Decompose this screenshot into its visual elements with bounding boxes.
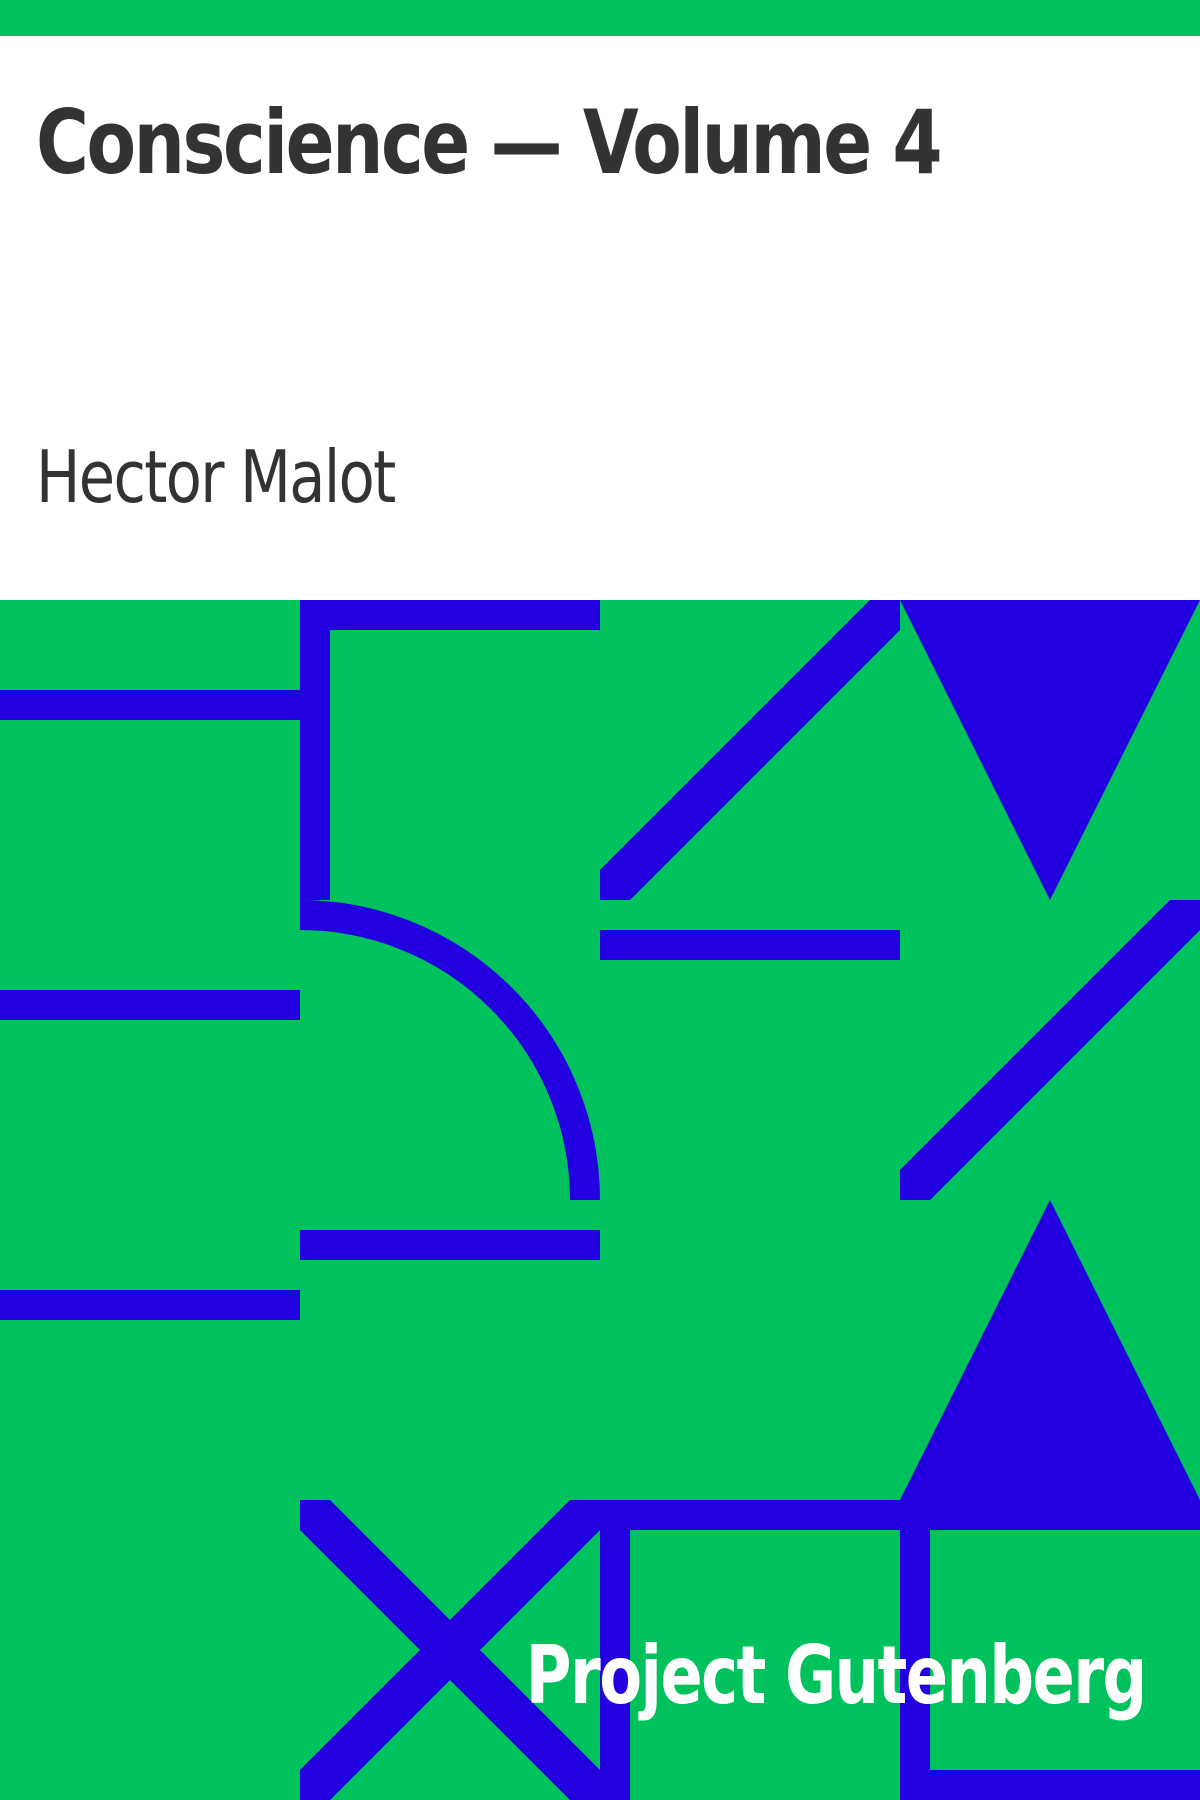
pattern-bar (300, 1230, 600, 1260)
pattern-bar (900, 1500, 930, 1800)
pattern-bar (300, 600, 330, 900)
pattern-bar (0, 990, 300, 1020)
pattern-bar (0, 690, 300, 720)
pattern-bar (900, 1500, 1200, 1530)
pattern-triangle (900, 600, 1200, 900)
pattern-bar (300, 600, 600, 630)
top-accent-bar (0, 0, 1200, 36)
publisher-name: Project Gutenberg (526, 1629, 1147, 1722)
pattern-arc (299, 900, 600, 1201)
pattern-bar (600, 930, 900, 960)
pattern-diagonal (600, 600, 900, 900)
pattern-diagonal (900, 900, 1200, 1200)
pattern-triangle (900, 1200, 1200, 1500)
pattern-bar (0, 1290, 300, 1320)
pattern-bar (900, 1770, 1200, 1800)
pattern-bar (600, 1500, 630, 1800)
book-author: Hector Malot (36, 435, 396, 519)
pattern-diagonal (300, 1500, 600, 1800)
cover-pattern (0, 600, 1200, 1800)
book-title: Conscience — Volume 4 (36, 91, 943, 194)
